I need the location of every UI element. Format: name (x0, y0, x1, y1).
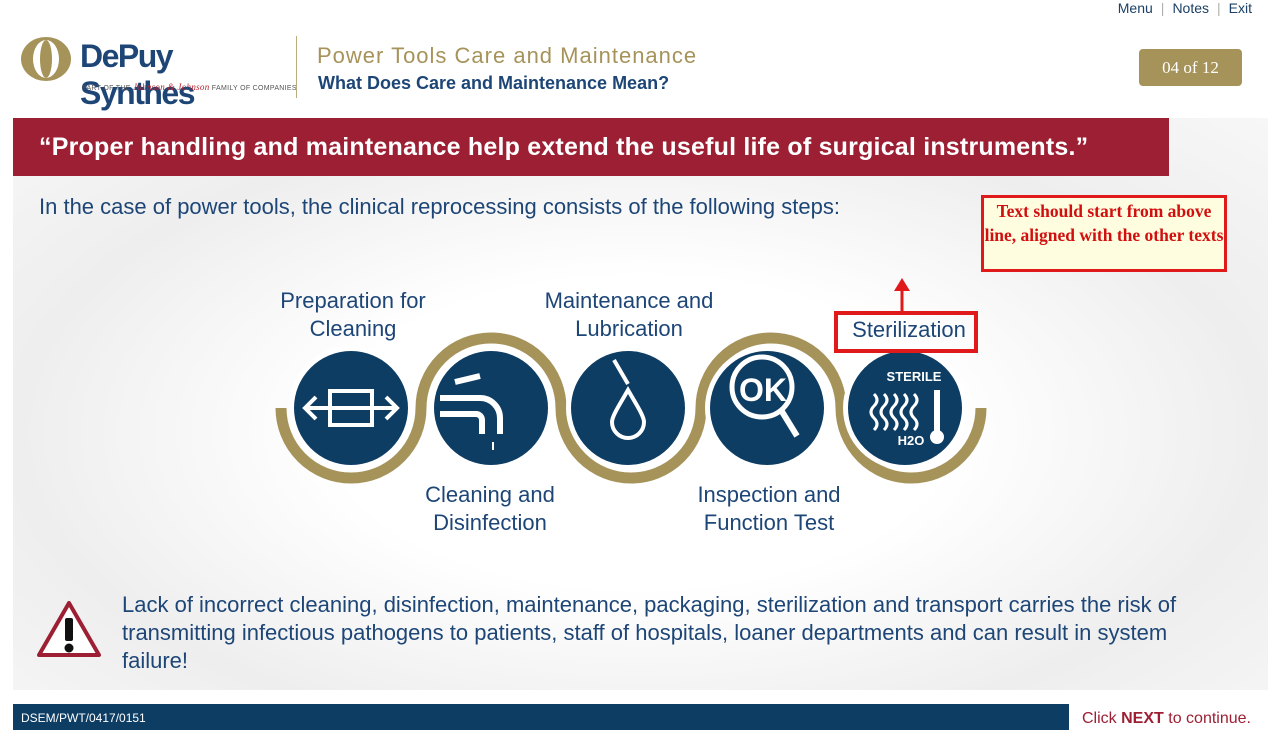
logo-mark-icon (21, 37, 71, 81)
brand-name: DePuy Synthes (80, 38, 195, 111)
sterile-icon: STERILE H2O (869, 369, 944, 448)
review-note: Text should start from above line, align… (981, 195, 1227, 272)
step-label-cleaning: Cleaning and Disinfection (425, 482, 555, 535)
nav-separator: | (1160, 0, 1165, 16)
step-circle (710, 351, 824, 465)
tagline-pre: PART OF THE (82, 85, 131, 92)
next-prompt: Click NEXT to continue. (1082, 710, 1251, 728)
review-highlight-box (834, 311, 978, 353)
document-code: DSEM/PWT/0417/0151 (21, 711, 146, 725)
step-circle (434, 351, 548, 465)
wave-segment (415, 332, 567, 409)
wave-segment (275, 407, 427, 484)
warning-text: Lack of incorrect cleaning, disinfection… (122, 592, 1177, 673)
continue-text: to continue. (1168, 710, 1251, 727)
page-title: What Does Care and Maintenance Mean? (318, 73, 670, 93)
sterile-label: STERILE (887, 369, 942, 384)
header-divider (296, 36, 297, 98)
page-counter: 04 of 12 (1139, 49, 1242, 86)
wave-segment (695, 332, 847, 409)
drop-icon (609, 358, 647, 440)
warning-icon (37, 601, 101, 657)
faucet-icon (440, 373, 503, 450)
next-button[interactable]: NEXT (1121, 710, 1164, 727)
step-label-preparation: Preparation for Cleaning (280, 288, 426, 341)
nav-separator: | (1217, 0, 1221, 16)
prep-arrows-icon (302, 389, 400, 427)
click-text: Click (1082, 710, 1117, 727)
step-label-sterilization: Sterilization (852, 317, 966, 342)
ok-text: OK (739, 372, 787, 408)
top-nav: Menu | Notes | Exit (1110, 0, 1260, 16)
magnifier-ok-icon: OK (729, 354, 800, 438)
tagline-post: FAMILY OF COMPANIES (211, 85, 297, 92)
intro-text: In the case of power tools, the clinical… (39, 194, 840, 219)
course-title: Power Tools Care and Maintenance (317, 43, 698, 68)
step-label-inspection: Inspection and Function Test (697, 482, 841, 535)
menu-link[interactable]: Menu (1117, 0, 1153, 16)
brand-tagline: PART OF THE Johnson & Johnson FAMILY OF … (82, 82, 297, 92)
quote-banner: “Proper handling and maintenance help ex… (13, 118, 1169, 176)
tagline-jj: Johnson & Johnson (132, 82, 210, 92)
wave-segment (555, 407, 707, 484)
h2o-label: H2O (898, 433, 925, 448)
arrow-up-icon (894, 278, 910, 311)
exit-link[interactable]: Exit (1228, 0, 1252, 16)
step-label-maintenance: Maintenance and Lubrication (544, 288, 714, 341)
step-circle (571, 351, 685, 465)
wave-segment (835, 407, 987, 484)
footer-bar: DSEM/PWT/0417/0151 (13, 704, 1069, 730)
depuy-synthes-logo: DePuy Synthes PART OF THE Johnson & John… (20, 36, 297, 111)
notes-link[interactable]: Notes (1172, 0, 1210, 16)
